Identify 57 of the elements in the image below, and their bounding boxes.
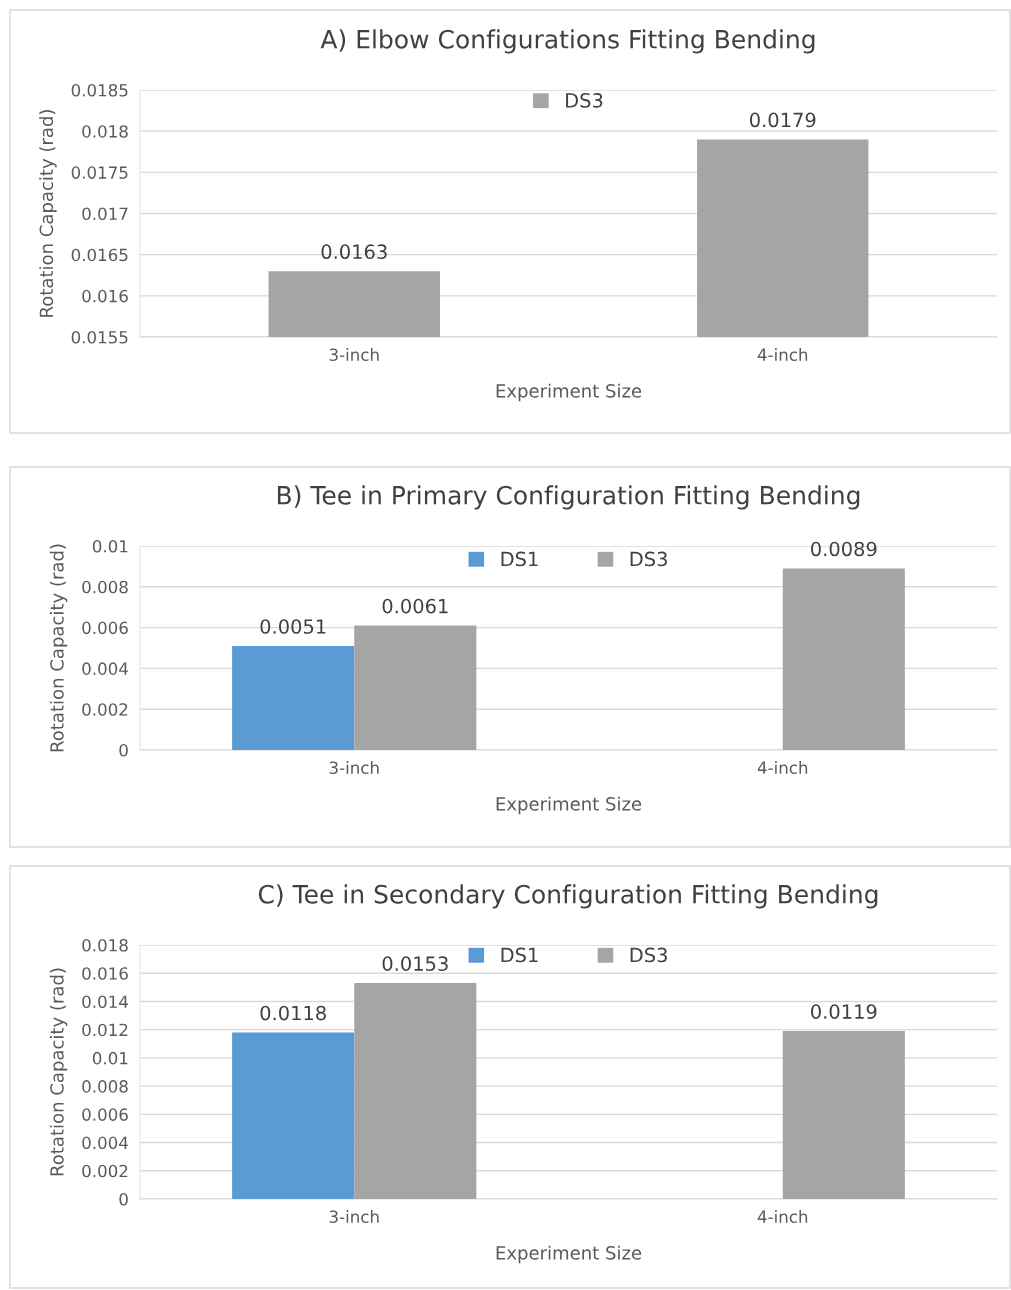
y-tick-label: 0.016 xyxy=(82,967,128,980)
x-axis-title: Experiment Size xyxy=(496,796,642,815)
y-tick-label: 0.017 xyxy=(82,207,128,221)
data-label: 0.0179 xyxy=(750,112,816,128)
legend-label: DS1 xyxy=(501,947,538,963)
x-tick-label: 3-inch xyxy=(329,1210,379,1224)
y-axis-title: Rotation Capacity (rad) xyxy=(49,968,68,1176)
y-tick-label: 0.0175 xyxy=(71,166,128,179)
legend-label: DS3 xyxy=(566,93,603,108)
y-tick-label: 0.002 xyxy=(82,703,128,716)
data-label: 0.0163 xyxy=(321,244,387,260)
y-tick-label: 0.01 xyxy=(92,539,128,553)
y-tick-label: 0.004 xyxy=(82,662,128,675)
y-tick-label: 0.002 xyxy=(82,1164,128,1178)
y-axis-title: Rotation Capacity (rad) xyxy=(49,544,68,752)
x-tick-label: 3-inch xyxy=(329,348,379,362)
x-tick-label: 4-inch xyxy=(757,761,808,775)
data-label: 0.0119 xyxy=(811,1004,877,1019)
y-tick-label: 0.0155 xyxy=(71,330,128,344)
legend-label: DS3 xyxy=(630,551,667,567)
bar xyxy=(782,1031,905,1199)
y-tick-label: 0.014 xyxy=(82,995,128,1009)
data-label: 0.0118 xyxy=(260,1005,326,1021)
data-label: 0.0051 xyxy=(260,619,326,634)
y-tick-label: 0.018 xyxy=(82,938,128,952)
x-tick-label: 3-inch xyxy=(329,761,379,775)
y-tick-label: 0.01 xyxy=(92,1051,128,1065)
data-label: 0.0153 xyxy=(382,956,448,971)
bar xyxy=(354,625,477,750)
bar xyxy=(354,983,477,1199)
x-axis-title: Experiment Size xyxy=(496,383,642,402)
y-tick-label: 0 xyxy=(119,1192,128,1206)
x-axis-title: Experiment Size xyxy=(496,1245,642,1264)
x-tick-label: 4-inch xyxy=(757,1210,808,1224)
chart-title: C) Tee in Secondary Configuration Fitting Bending xyxy=(258,884,878,909)
chart-title: B) Tee in Primary Configuration Fitting Bending xyxy=(277,485,860,510)
y-tick-label: 0.008 xyxy=(82,580,128,594)
bar xyxy=(782,568,905,750)
y-tick-label: 0.008 xyxy=(82,1080,128,1093)
data-label: 0.0061 xyxy=(382,598,448,614)
y-tick-label: 0.0185 xyxy=(71,83,128,97)
y-tick-label: 0.0165 xyxy=(71,248,128,262)
x-tick-label: 4-inch xyxy=(757,348,808,362)
y-tick-label: 0.006 xyxy=(82,621,128,635)
legend-label: DS1 xyxy=(501,551,538,567)
y-tick-label: 0 xyxy=(119,743,128,757)
y-axis-title: Rotation Capacity (rad) xyxy=(39,110,57,317)
y-tick-label: 0.016 xyxy=(82,289,128,303)
y-tick-label: 0.012 xyxy=(82,1023,128,1037)
data-label: 0.0089 xyxy=(811,541,877,557)
chart-title: A) Elbow Configurations Fitting Bending xyxy=(320,29,815,54)
y-tick-label: 0.018 xyxy=(82,125,128,138)
bar xyxy=(232,1032,355,1199)
y-tick-label: 0.006 xyxy=(82,1108,128,1121)
y-tick-label: 0.004 xyxy=(82,1136,128,1150)
legend-label: DS3 xyxy=(630,947,667,963)
bar xyxy=(232,645,355,750)
